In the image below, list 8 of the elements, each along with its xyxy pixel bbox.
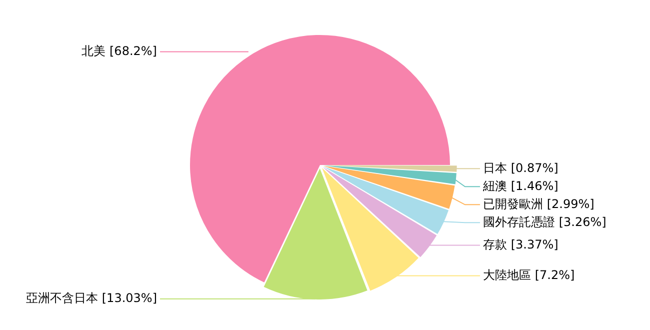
slice-label: 大陸地區 [7.2%] [483,268,575,282]
slice-label: 存款 [3.37%] [483,237,558,252]
slice-label: 紐澳 [1.46%] [482,178,558,193]
slice-label: 日本 [0.87%] [483,160,558,175]
slice-label: 亞洲不含日本 [13.03%] [26,291,157,306]
slice-label: 國外存託憑證 [3.26%] [483,214,606,229]
slice-label: 已開發歐洲 [2.99%] [483,196,594,211]
slice-label: 北美 [68.2%] [82,44,157,58]
